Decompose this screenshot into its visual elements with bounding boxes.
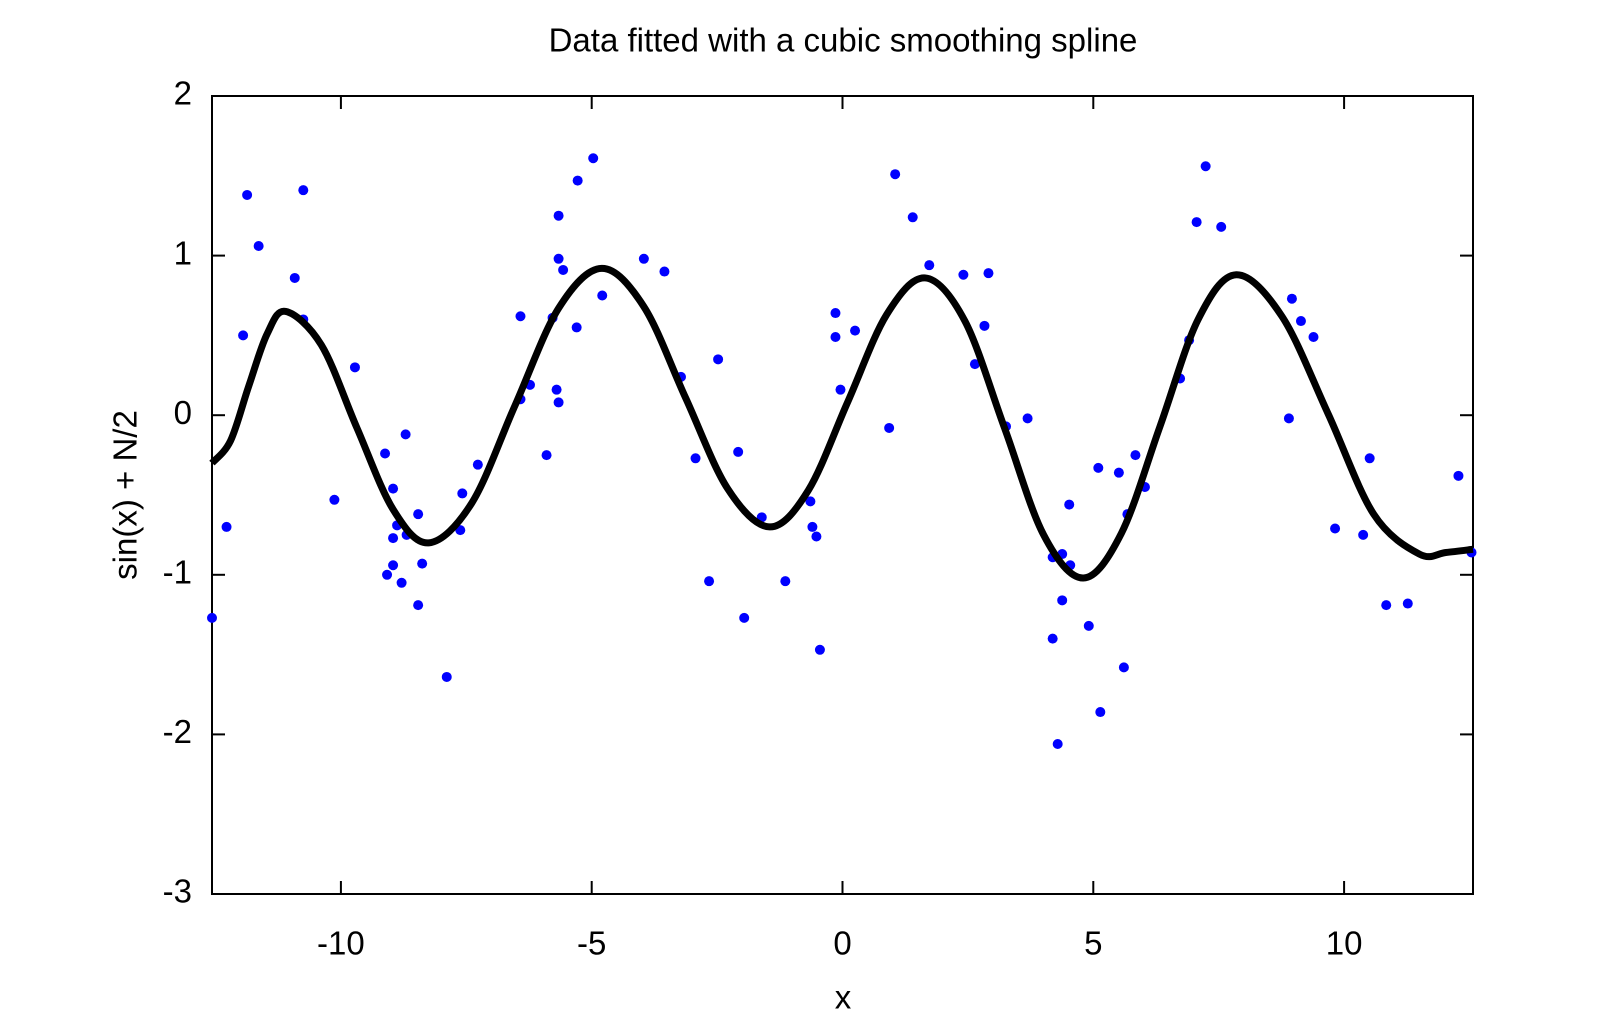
data-point [1052, 738, 1063, 749]
data-point [1358, 529, 1369, 540]
data-point [553, 397, 564, 408]
data-point [541, 450, 552, 461]
data-point [733, 446, 744, 457]
data-point [207, 612, 217, 623]
data-point [1453, 470, 1464, 481]
data-point [238, 330, 249, 341]
data-point [1083, 620, 1094, 631]
data-point [983, 268, 994, 279]
data-point [1402, 598, 1413, 609]
x-tick-label: -10 [317, 925, 365, 962]
data-point [811, 531, 822, 542]
data-point [979, 320, 990, 331]
data-point [571, 322, 582, 333]
data-point [1191, 217, 1202, 228]
chart-title: Data fitted with a cubic smoothing splin… [549, 22, 1138, 59]
data-point [597, 290, 608, 301]
data-point [1057, 595, 1068, 606]
plot-frame [211, 95, 1474, 895]
data-point [221, 521, 232, 532]
data-point [329, 494, 340, 505]
data-point [1216, 221, 1227, 232]
data-point [572, 175, 583, 186]
x-tick-label: 0 [833, 925, 851, 962]
x-tick-label: 5 [1084, 925, 1102, 962]
y-tick-label: 0 [174, 394, 192, 431]
data-point [739, 612, 750, 623]
data-point [588, 153, 599, 164]
y-tick-label: 2 [174, 75, 192, 112]
data-point [850, 325, 861, 336]
data-point [553, 210, 564, 221]
data-point [413, 509, 424, 520]
data-point [515, 311, 526, 322]
y-tick-label: -2 [163, 713, 192, 750]
data-point [1022, 413, 1033, 424]
data-point [388, 560, 399, 571]
data-point [805, 496, 816, 507]
data-point [382, 569, 393, 580]
data-point [417, 558, 428, 569]
spline-curve [209, 264, 1474, 582]
data-point [1095, 707, 1106, 718]
data-point [1295, 316, 1306, 327]
y-tick-label: -3 [163, 873, 192, 910]
data-point [1283, 413, 1294, 424]
data-point [1047, 633, 1058, 644]
data-point [830, 308, 841, 319]
data-point [638, 253, 649, 264]
data-point [830, 331, 841, 342]
data-point [690, 453, 701, 464]
data-point [1330, 523, 1341, 534]
data-point [890, 169, 901, 180]
data-point [388, 533, 399, 544]
data-point [242, 189, 253, 200]
data-point [704, 576, 715, 587]
data-point [349, 362, 360, 373]
data-point [1064, 499, 1075, 510]
data-point [807, 521, 818, 532]
data-point [1286, 293, 1297, 304]
data-point [1113, 467, 1124, 478]
data-point [958, 269, 969, 280]
data-point [713, 354, 724, 365]
data-point [907, 212, 918, 223]
data-point [659, 266, 670, 277]
x-axis-label: x [835, 979, 852, 1016]
data-point [1118, 662, 1129, 673]
data-point [388, 483, 399, 494]
data-point [253, 241, 264, 252]
y-tick-label: 1 [174, 234, 192, 271]
data-point [1093, 462, 1104, 473]
data-point [413, 600, 424, 611]
data-point [380, 448, 391, 459]
data-point [1130, 450, 1141, 461]
data-point [289, 272, 300, 283]
data-point [400, 429, 411, 440]
data-point [457, 488, 468, 499]
data-point [1308, 331, 1319, 342]
data-point [1381, 600, 1392, 611]
data-point [553, 253, 564, 264]
data-point [780, 576, 791, 587]
data-point [924, 260, 935, 271]
y-axis-label: sin(x) + N/2 [107, 410, 144, 580]
data-point [1200, 161, 1211, 172]
data-point [441, 671, 452, 682]
data-point [835, 384, 846, 395]
x-tick-label: -5 [577, 925, 606, 962]
x-tick-label: 10 [1326, 925, 1363, 962]
data-point [396, 577, 407, 588]
data-point [298, 185, 309, 196]
y-tick-label: -1 [163, 554, 192, 591]
data-point [558, 264, 569, 275]
data-point [472, 459, 483, 470]
data-point [551, 384, 562, 395]
data-point [1364, 453, 1375, 464]
data-point [969, 359, 980, 370]
data-point [884, 422, 895, 433]
data-point [814, 644, 825, 655]
